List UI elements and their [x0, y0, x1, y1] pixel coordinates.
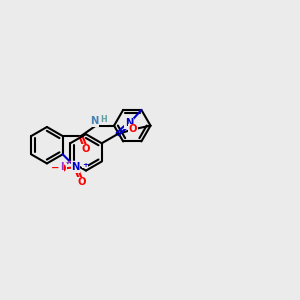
Text: H: H: [100, 116, 107, 124]
Text: +: +: [82, 162, 88, 168]
Text: I: I: [60, 161, 63, 172]
Text: O: O: [58, 164, 66, 174]
Text: −: −: [51, 163, 60, 173]
Text: O: O: [82, 144, 90, 154]
Text: N: N: [90, 116, 98, 126]
Text: O: O: [128, 124, 137, 134]
Text: N: N: [71, 162, 80, 172]
Text: N: N: [125, 118, 134, 128]
Text: O: O: [78, 177, 86, 187]
